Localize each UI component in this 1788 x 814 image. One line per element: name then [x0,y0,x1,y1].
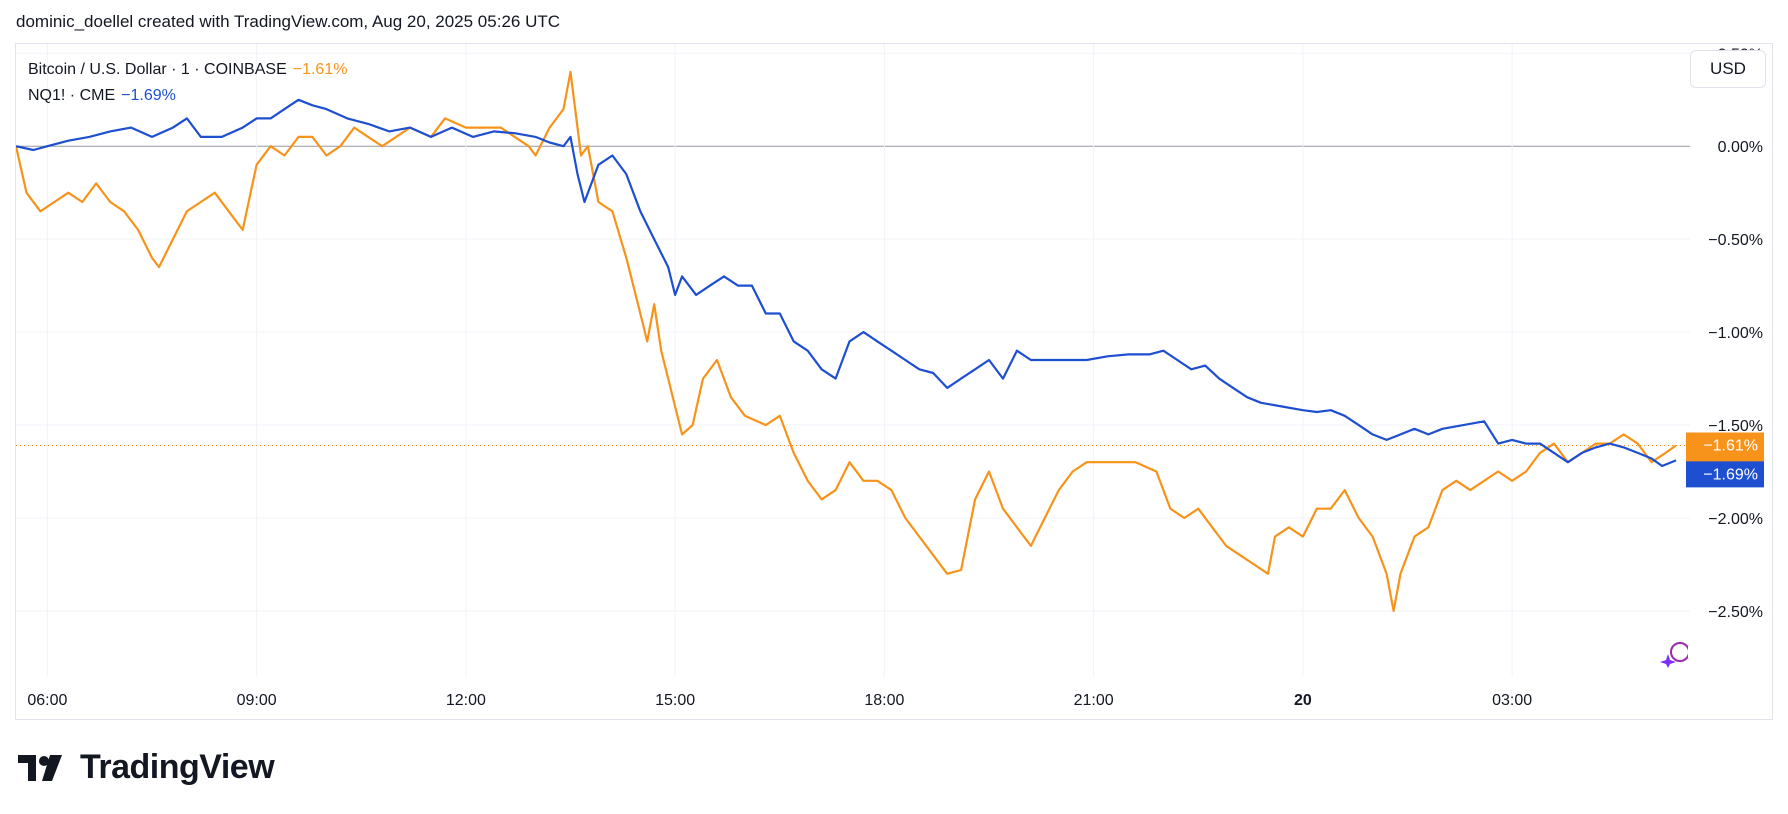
legend-btc-label: Bitcoin / U.S. Dollar · 1 · COINBASE [28,61,287,78]
y-tick-label-1: 0.00% [1718,139,1763,156]
nq-price-badge [1686,461,1764,488]
y-tick-label-6: −2.50% [1708,604,1763,621]
nq-price-badge-value: −1.69% [1703,466,1758,483]
x-tick-label-5: 21:00 [1074,692,1114,709]
legend-row-nq[interactable]: NQ1! · CME −1.69% [28,83,347,109]
legend-nq-label: NQ1! · CME [28,87,116,104]
x-tick-label-3: 15:00 [655,692,695,709]
x-tick-label-4: 18:00 [864,692,904,709]
series-line-1[interactable] [16,98,1677,468]
chart-frame [15,43,1773,720]
series-line-0[interactable] [16,70,1677,612]
x-tick-label-6: 20 [1294,692,1312,709]
legend-btc-change: −1.61% [292,61,348,78]
y-tick-label-5: −2.00% [1708,511,1763,528]
sparkle-icon[interactable] [1660,640,1688,668]
chart-header: dominic_doellel created with TradingView… [16,12,561,31]
legend-nq-change: −1.69% [121,87,176,104]
x-tick-label-0: 06:00 [27,692,67,709]
x-tick-label-1: 09:00 [237,692,277,709]
legend-row-btc[interactable]: Bitcoin / U.S. Dollar · 1 · COINBASE −1.6… [28,57,347,83]
chart-legend: Bitcoin / U.S. Dollar · 1 · COINBASE −1.6… [28,57,347,109]
currency-button[interactable]: USD [1690,50,1766,88]
x-tick-label-2: 12:00 [446,692,486,709]
y-tick-label-2: −0.50% [1708,232,1763,249]
tradingview-logo-text: TradingView [80,748,275,786]
tradingview-logo-icon [18,754,62,781]
y-tick-label-4: −1.50% [1708,418,1763,435]
x-tick-label-7: 03:00 [1492,692,1532,709]
tradingview-logo: TradingView [18,748,275,787]
y-tick-label-3: −1.00% [1708,325,1763,342]
btc-price-badge-value: −1.61% [1703,438,1758,455]
